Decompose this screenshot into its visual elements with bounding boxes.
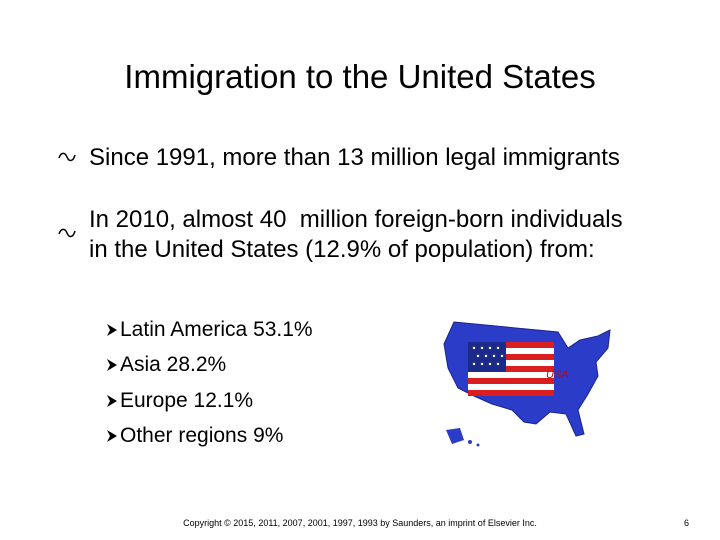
arrow-icon <box>107 430 117 442</box>
map-label: USA <box>546 369 569 381</box>
bullet: Since 1991, more than 13 million legal i… <box>89 144 620 171</box>
sub-bullet: Other regions 9% <box>120 424 284 447</box>
sub-bullet: Latin America 53.1% <box>120 318 313 341</box>
slide-title: Immigration to the United States <box>124 58 596 95</box>
footer: Copyright © 2015, 2011, 2007, 2001, 1997… <box>183 518 537 528</box>
bullet: In 2010, almost 40 million foreign-born … <box>89 206 630 263</box>
sub-bullet: Asia 28.2% <box>120 353 227 376</box>
arrow-icon <box>107 359 117 371</box>
page-number: 6 <box>684 518 690 528</box>
arrow-icon <box>107 395 117 407</box>
bullet-icon <box>58 228 76 238</box>
sub-bullet: Europe 12.1% <box>120 389 254 412</box>
arrow-icon <box>107 324 117 336</box>
usa-map: USA <box>443 321 611 447</box>
bullet-icon <box>58 152 76 162</box>
